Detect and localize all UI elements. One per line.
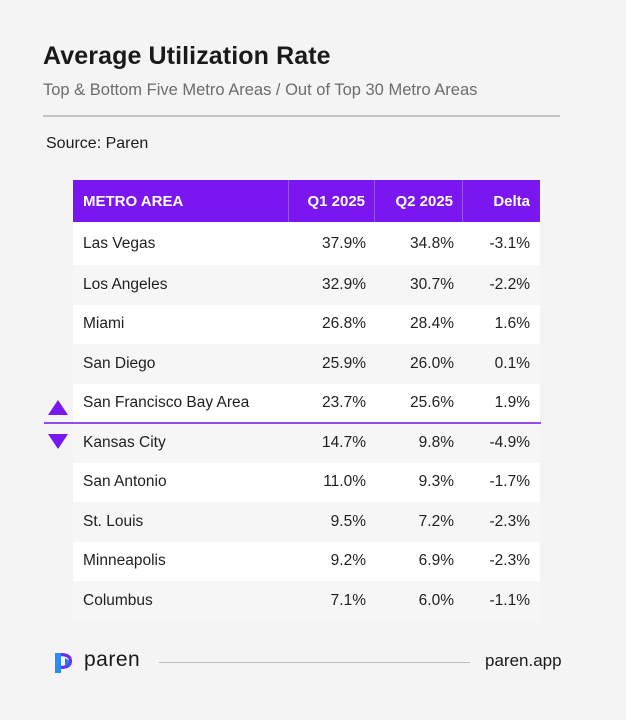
paren-logo-icon [55,653,72,673]
cell-delta: -4.9% [489,433,531,451]
cell-metro-area: St. Louis [83,512,144,530]
cell-q2-2025: 26.0% [410,354,454,372]
footer-brand: paren [84,648,141,671]
cell-delta: -2.3% [489,552,531,570]
table-row: San Francisco Bay Area 23.7% 25.6% 1.9% [73,383,540,423]
table-row: Miami 26.8% 28.4% 1.6% [73,304,540,344]
header-q1-2025: Q1 2025 [289,180,375,222]
cell-q2-2025: 6.9% [418,552,454,570]
cell-delta: -1.7% [489,473,531,491]
cell-metro-area: Kansas City [83,433,166,451]
cell-delta: -1.1% [489,591,531,609]
cell-delta: -2.2% [489,275,531,293]
triangle-up-icon [48,400,68,415]
table-row: St. Louis 9.5% 7.2% -2.3% [73,502,540,542]
chart-subtitle: Top & Bottom Five Metro Areas / Out of T… [43,81,478,99]
table-row: San Diego 25.9% 26.0% 0.1% [73,344,540,384]
cell-metro-area: San Antonio [83,473,167,491]
cell-delta: 0.1% [494,354,530,372]
cell-q2-2025: 34.8% [410,234,454,252]
table-row: Los Angeles 32.9% 30.7% -2.2% [73,265,540,305]
cell-metro-area: San Diego [83,354,156,372]
cell-metro-area: Columbus [83,591,153,609]
cell-q2-2025: 28.4% [410,315,454,333]
triangle-down-icon [48,434,68,449]
cell-q1-2025: 14.7% [322,433,366,451]
table-row: Kansas City 14.7% 9.8% -4.9% [73,423,540,463]
cell-metro-area: Minneapolis [83,552,166,570]
cell-q1-2025: 32.9% [322,275,366,293]
cell-q2-2025: 6.0% [418,591,454,609]
cell-q2-2025: 30.7% [410,275,454,293]
title-divider [43,115,560,117]
cell-delta: -3.1% [489,234,531,252]
cell-q1-2025: 7.1% [330,591,366,609]
cell-q1-2025: 25.9% [322,354,366,372]
header-metro-area: METRO AREA [73,180,289,222]
cell-metro-area: Las Vegas [83,234,156,252]
cell-q1-2025: 9.5% [330,512,366,530]
cell-q1-2025: 9.2% [330,552,366,570]
cell-q1-2025: 11.0% [323,473,366,491]
header-delta: Delta [493,192,530,210]
cell-delta: 1.9% [494,394,530,412]
footer-divider [159,662,470,663]
cell-q1-2025: 26.8% [322,315,366,333]
utilization-table: METRO AREA Q1 2025 Q2 2025 Delta Las Veg… [73,180,540,621]
table-row: San Antonio 11.0% 9.3% -1.7% [73,462,540,502]
source-note: Source: Paren [46,135,149,152]
table-row: Las Vegas 37.9% 34.8% -3.1% [73,222,540,265]
cell-metro-area: Los Angeles [83,275,168,293]
cell-q2-2025: 25.6% [410,394,454,412]
cell-q1-2025: 37.9% [322,234,366,252]
footer-url: paren.app [485,651,562,670]
table-row: Minneapolis 9.2% 6.9% -2.3% [73,541,540,581]
cell-delta: -2.3% [489,512,531,530]
table-row: Columbus 7.1% 6.0% -1.1% [73,581,540,621]
top-bottom-divider [44,422,541,424]
table-body: Las Vegas 37.9% 34.8% -3.1% Los Angeles 32.9%… [73,222,540,621]
cell-q1-2025: 23.7% [322,394,366,412]
cell-q2-2025: 9.3% [418,473,454,491]
cell-q2-2025: 7.2% [418,512,454,530]
cell-q2-2025: 9.8% [418,433,454,451]
cell-delta: 1.6% [494,315,530,333]
header-q2-2025: Q2 2025 [375,180,463,222]
cell-metro-area: San Francisco Bay Area [83,394,250,412]
table-header: METRO AREA Q1 2025 Q2 2025 Delta [73,180,540,222]
chart-title: Average Utilization Rate [43,42,331,70]
cell-metro-area: Miami [83,315,125,333]
